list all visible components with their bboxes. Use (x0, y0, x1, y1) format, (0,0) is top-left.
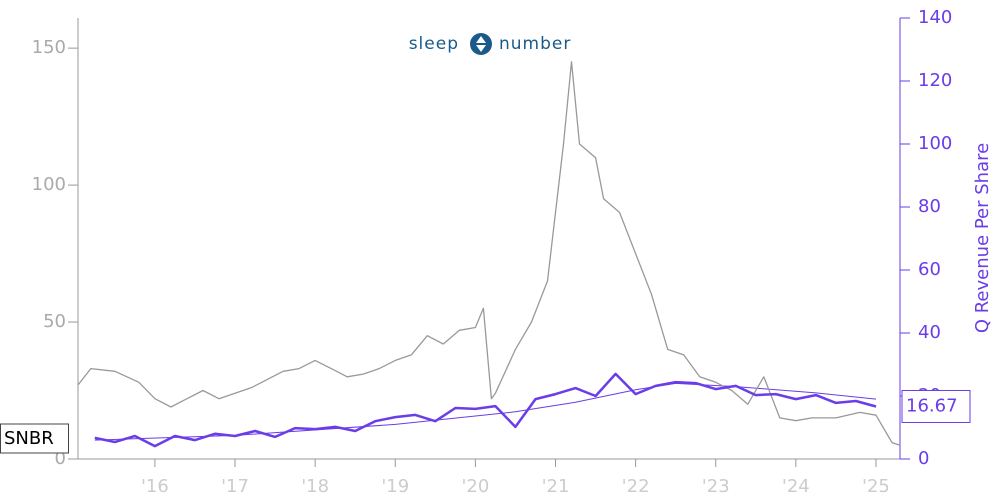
x-tick-label: '25 (862, 476, 890, 497)
x-tick-label: '19 (381, 476, 409, 497)
value-label: 16.67 (906, 395, 958, 416)
x-tick-label: '18 (301, 476, 329, 497)
y2-tick-label: 40 (918, 322, 941, 343)
x-tick-label: '17 (221, 476, 249, 497)
y2-tick-label: 140 (918, 7, 952, 28)
y2-tick-label: 100 (918, 133, 952, 154)
y2-tick-label: 80 (918, 196, 941, 217)
x-tick-label: '24 (782, 476, 810, 497)
ticker-label: SNBR (4, 428, 54, 449)
ticker-box (0, 423, 69, 454)
y-tick-label: 0 (55, 448, 66, 469)
logo-icon (470, 33, 492, 55)
y-tick-label: 50 (43, 311, 66, 332)
y-tick-label: 100 (32, 174, 66, 195)
y2-tick-label: 0 (918, 448, 929, 469)
x-tick-label: '22 (622, 476, 650, 497)
logo-text: number (499, 34, 571, 54)
x-tick-label: '20 (461, 476, 489, 497)
revenue-line (94, 372, 877, 448)
logo-icon-shape (476, 36, 486, 52)
x-tick-label: '16 (141, 476, 169, 497)
y2-tick-label: 120 (918, 70, 952, 91)
y-tick-label: 150 (32, 37, 66, 58)
x-tick-label: '21 (542, 476, 570, 497)
trend-line (94, 382, 877, 441)
y2-axis-label: Q Revenue Per Share (972, 143, 993, 333)
value-box (901, 389, 971, 423)
x-tick-label: '23 (702, 476, 730, 497)
price-line (77, 61, 901, 446)
logo-text: sleep (409, 34, 459, 54)
y2-tick-label: 60 (918, 259, 941, 280)
logo: sleep number (409, 33, 571, 55)
